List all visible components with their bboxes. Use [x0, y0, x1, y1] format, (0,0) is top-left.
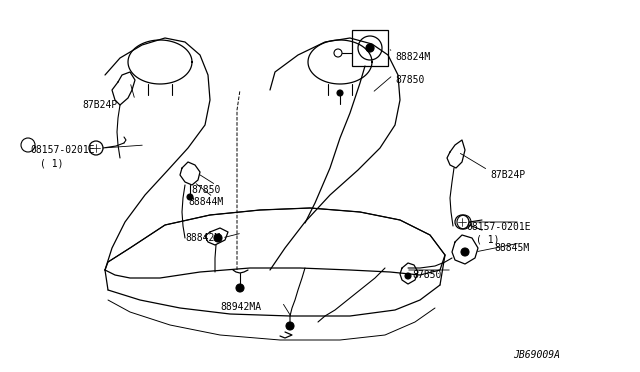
- Text: 87850: 87850: [191, 185, 220, 195]
- Text: 08157-0201E: 08157-0201E: [466, 222, 531, 232]
- Text: 87850: 87850: [395, 75, 424, 85]
- Text: 87B24P: 87B24P: [82, 100, 117, 110]
- Text: 87850: 87850: [412, 270, 442, 280]
- Text: ( 1): ( 1): [476, 234, 499, 244]
- Text: 88824M: 88824M: [395, 52, 430, 62]
- Text: JB69009A: JB69009A: [513, 350, 560, 360]
- Text: 87B24P: 87B24P: [490, 170, 525, 180]
- Circle shape: [405, 273, 411, 279]
- Circle shape: [366, 44, 374, 52]
- Text: 88844M: 88844M: [188, 197, 223, 207]
- Text: 88842M: 88842M: [185, 233, 220, 243]
- Text: 08157-0201E: 08157-0201E: [30, 145, 95, 155]
- Circle shape: [461, 248, 469, 256]
- Text: 88942MA: 88942MA: [220, 302, 261, 312]
- Bar: [352, 30, 388, 66]
- Text: ( 1): ( 1): [40, 158, 63, 168]
- Circle shape: [214, 234, 222, 242]
- Circle shape: [187, 194, 193, 200]
- Circle shape: [236, 284, 244, 292]
- Circle shape: [286, 322, 294, 330]
- Circle shape: [337, 90, 343, 96]
- Text: 88845M: 88845M: [494, 243, 529, 253]
